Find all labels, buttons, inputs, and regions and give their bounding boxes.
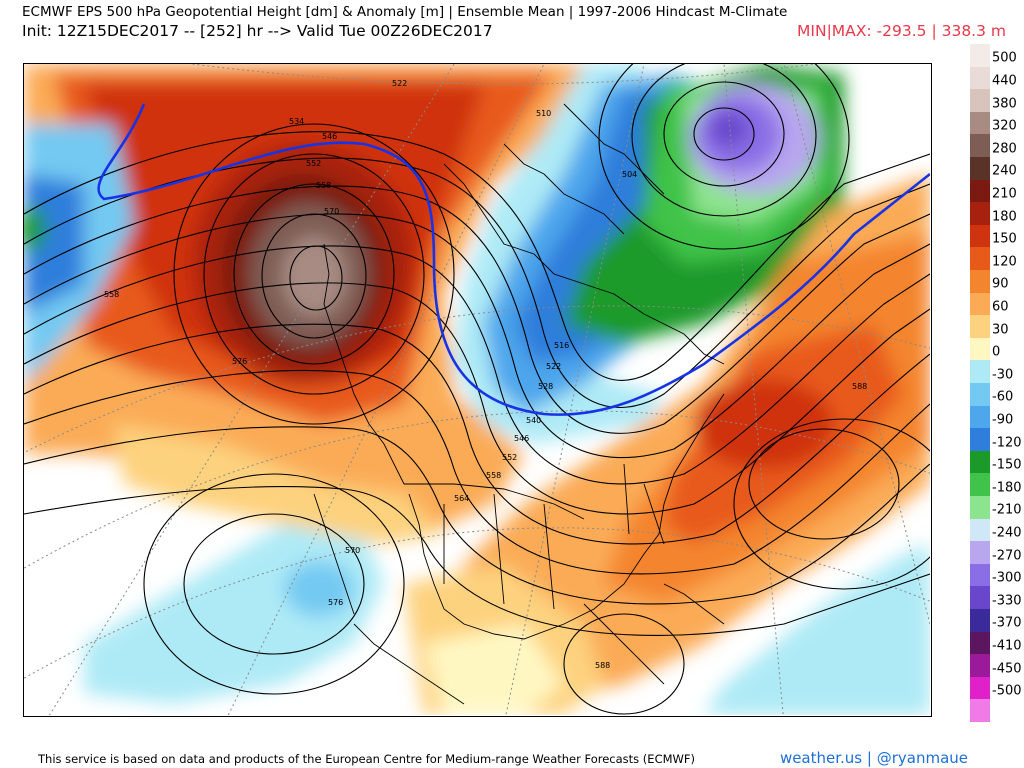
contour-label: 588 [852,382,867,391]
colorbar-label: 240 [992,163,1017,179]
colorbar-label: 30 [992,322,1009,337]
colorbar-swatch [970,609,990,633]
init-valid-line: Init: 12Z15DEC2017 -- [252] hr --> Valid… [22,22,493,40]
contour-label: 588 [595,661,610,670]
colorbar-label: 90 [992,276,1009,292]
colorbar-label: -30 [992,367,1014,383]
colorbar-swatch [970,428,990,452]
colorbar-label: 120 [992,254,1017,270]
contour-label: 558 [486,471,501,480]
contour-label: 558 [316,181,331,190]
colorbar-label: -330 [992,593,1022,609]
colorbar-label: 60 [992,299,1009,315]
colorbar-swatch [970,473,990,497]
contour-label: 540 [526,416,541,425]
colorbar-swatch [970,89,990,113]
colorbar-swatch [970,518,990,542]
colorbar-swatch [970,337,990,361]
contour-label: 570 [345,546,360,555]
contour-label: 522 [392,79,407,88]
colorbar-label: -210 [992,502,1022,518]
colorbar-label: -90 [992,412,1014,428]
colorbar-label: -300 [992,570,1022,586]
contour-label: 546 [322,132,337,141]
colorbar-label: 500 [992,50,1017,66]
colorbar-swatch [970,654,990,678]
colorbar-swatch [970,111,990,135]
colorbar-swatch [970,44,990,68]
contour-label: 516 [554,341,569,350]
colorbar-swatch [970,66,990,90]
colorbar-label: 440 [992,73,1017,89]
contour-label: 576 [328,598,343,607]
colorbar-swatch [970,270,990,294]
anomaly-map: 522 510 534 546 552 558 558 570 576 504 … [24,64,930,715]
height-contours [24,64,930,715]
colorbar-label: 380 [992,96,1017,111]
colorbar-swatch [970,292,990,316]
contour-label: 552 [306,159,321,168]
colorbar-swatch [970,224,990,248]
colorbar-label: -150 [992,457,1022,473]
colorbar-swatch [970,450,990,474]
contour-label: 522 [546,362,561,371]
colorbar-swatch [970,563,990,587]
contour-label: 570 [324,207,339,216]
contour-label: 510 [536,109,551,118]
colorbar-swatch [970,360,990,384]
colorbar-swatch [970,134,990,158]
colorbar-swatch [970,405,990,429]
colorbar-swatch [970,315,990,339]
colorbar-label: -120 [992,435,1022,450]
reference-contour-line [97,103,930,416]
contour-labels: 522 510 534 546 552 558 558 570 576 504 … [104,79,867,670]
colorbar-swatch [970,496,990,520]
brand-link[interactable]: weather.us | @ryanmaue [779,749,968,767]
colorbar-label: 210 [992,186,1017,202]
footer-attribution: This service is based on data and produc… [38,752,695,766]
map-panel: 522 510 534 546 552 558 558 570 576 504 … [23,63,932,717]
graticule [24,64,930,715]
colorbar-swatch [970,541,990,565]
coastlines [313,103,725,705]
colorbar-label: -410 [992,638,1022,654]
anomaly-shading [24,64,930,715]
contour-label: 546 [514,434,529,443]
colorbar-label: 150 [992,231,1017,247]
colorbar-swatch [970,699,990,723]
colorbar-label: 320 [992,118,1017,134]
min-max-readout: MIN|MAX: -293.5 | 338.3 m [797,22,1006,40]
colorbar: 500 440 380 320 280 240 210 180 150 120 90 60 30 0 -30… [970,44,1022,723]
contour-label: 504 [622,170,637,179]
colorbar-label: 0 [992,344,1001,360]
colorbar-label: -500 [992,683,1022,699]
colorbar-swatch [970,631,990,655]
colorbar-swatch [970,202,990,226]
colorbar-label: -60 [992,389,1014,405]
colorbar-swatch [970,179,990,203]
colorbar-label: -270 [992,548,1022,563]
colorbar-label: -180 [992,480,1022,496]
contour-label: 552 [502,453,517,462]
contour-label: 534 [289,117,304,126]
colorbar-swatch [970,247,990,271]
colorbar-label: 280 [992,141,1017,157]
chart-title: ECMWF EPS 500 hPa Geopotential Height [d… [22,4,788,20]
colorbar-swatch [970,676,990,700]
colorbar-label: -240 [992,525,1022,541]
contour-label: 558 [104,290,119,299]
contour-label: 564 [454,494,469,503]
contour-label: 528 [538,382,553,391]
colorbar-swatch [970,586,990,610]
contour-label: 576 [232,357,247,366]
colorbar-label: -370 [992,615,1022,631]
colorbar-swatch [970,157,990,181]
colorbar-label: 180 [992,209,1017,224]
colorbar-label: -450 [992,661,1022,676]
colorbar-swatch [970,383,990,407]
